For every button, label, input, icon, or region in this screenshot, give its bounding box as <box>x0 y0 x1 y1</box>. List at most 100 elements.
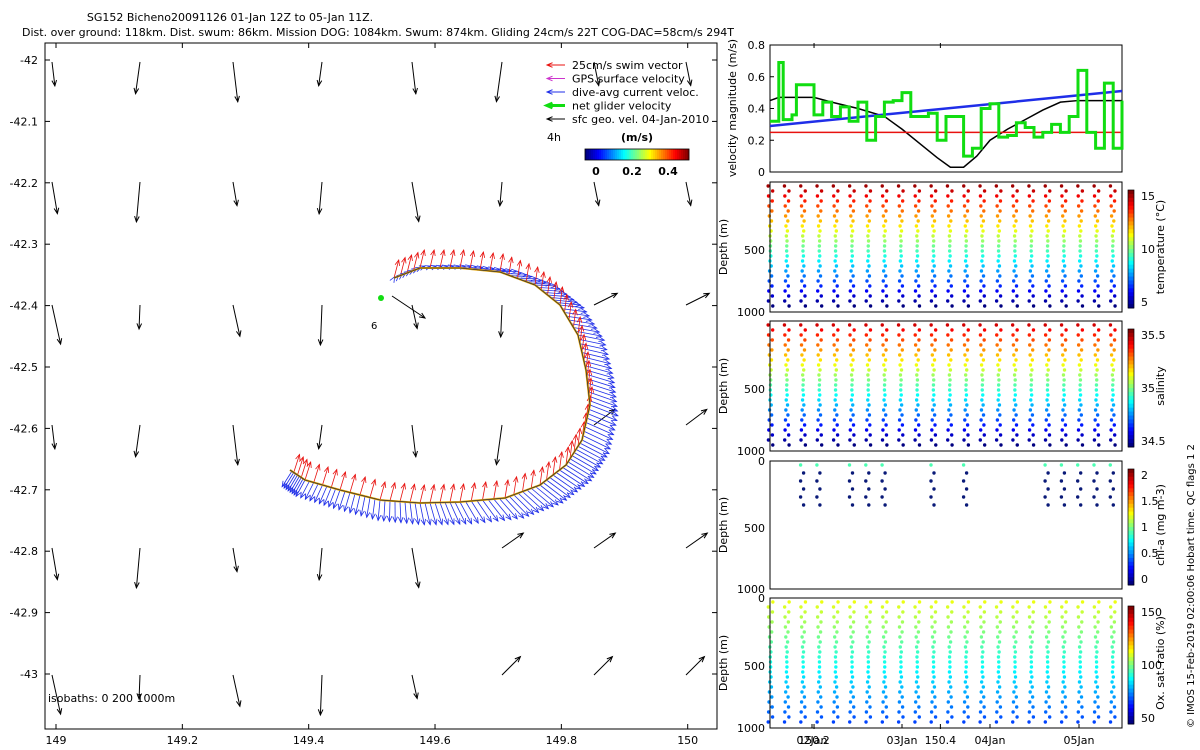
section-dot <box>1078 660 1082 664</box>
section-dot <box>1111 383 1115 387</box>
current-vector-arrow-head <box>300 491 306 499</box>
swim-vector-arrow-head <box>295 453 301 461</box>
section-dot <box>1062 403 1067 407</box>
section-dot <box>917 600 922 604</box>
section-dot <box>800 680 805 684</box>
section-dot <box>815 323 819 327</box>
section-dot <box>1013 388 1017 392</box>
section-dot <box>914 408 918 412</box>
section-dot <box>784 234 789 238</box>
section-dot <box>800 418 804 422</box>
section-dot <box>949 695 953 699</box>
section-dot <box>882 224 886 228</box>
section-dot <box>917 284 921 288</box>
geo-velocity-arrow-shaft <box>232 674 241 707</box>
geo-velocity-arrow-shaft <box>685 656 705 676</box>
geo-velocity-arrow-shaft <box>51 61 56 86</box>
section-dot <box>868 433 872 437</box>
section-dot <box>1044 615 1048 619</box>
section-dot <box>913 299 917 303</box>
current-vector-arrow-head <box>537 505 545 512</box>
swim-vector-arrow-head <box>489 251 495 259</box>
section-dot <box>1014 630 1018 634</box>
section-dot <box>980 239 985 243</box>
current-vector-arrow <box>589 404 619 417</box>
section-dot <box>1079 264 1083 268</box>
section-dot <box>965 274 969 278</box>
colorbar-cell <box>659 149 662 160</box>
current-vector-arrow-head <box>386 515 393 523</box>
section-dot <box>868 294 872 298</box>
section-dot <box>996 249 1001 253</box>
section-dot <box>766 323 770 327</box>
section-dot <box>833 269 837 273</box>
section-colorbar-cell <box>1128 700 1134 705</box>
section-dot <box>816 289 820 293</box>
map-panel: 149 149.2 149.4 149.6 149.8 150 150.2 150.4-42-… <box>10 42 956 747</box>
section-dot <box>802 620 807 624</box>
section-dot <box>981 640 985 644</box>
swim-vector-arrow-head <box>564 445 571 453</box>
section-dot <box>933 294 938 298</box>
current-vector-arrow <box>364 497 371 519</box>
section-dot <box>1060 700 1065 704</box>
swim-vector-arrow-head <box>400 482 406 490</box>
section-dot <box>949 209 953 213</box>
section-dot <box>980 234 984 238</box>
section-dot <box>815 438 820 442</box>
section-dot <box>832 353 837 357</box>
section-dot <box>1109 194 1113 198</box>
current-vector-arrow-head <box>585 316 593 322</box>
section-dot <box>769 685 774 689</box>
swim-vector-arrow-head <box>459 482 466 490</box>
geo-velocity-arrow <box>316 181 323 216</box>
section-dot <box>800 635 804 639</box>
section-dot <box>1044 204 1048 208</box>
current-vector-arrow-head <box>518 512 525 519</box>
section-dot <box>1077 635 1081 639</box>
section-dot <box>1097 443 1101 447</box>
section-dot <box>933 610 938 614</box>
section-dot <box>1079 675 1083 679</box>
section-dot <box>1109 690 1114 694</box>
swim-vector-arrow <box>540 270 546 291</box>
geo-velocity-arrow <box>316 424 323 451</box>
section-dot <box>1063 358 1067 362</box>
section-dot <box>1011 299 1015 303</box>
section-dot <box>864 710 869 714</box>
section-dot <box>1094 244 1099 248</box>
section-dot <box>1077 269 1081 273</box>
section-dot <box>783 194 787 198</box>
section-dot <box>865 204 869 208</box>
section-dot <box>1043 438 1048 442</box>
section-dot <box>1061 408 1065 412</box>
swim-vector-arrow <box>406 254 413 274</box>
section-dot <box>785 368 790 372</box>
current-vector-arrow-shaft <box>309 483 319 501</box>
current-vector-arrow <box>493 498 512 521</box>
section-dot <box>978 710 983 714</box>
section-dot <box>1044 700 1048 704</box>
section-dot <box>852 199 856 203</box>
swim-vector-arrow-shaft <box>449 249 455 269</box>
section-dot <box>831 720 836 724</box>
current-vector-arrow-shaft <box>383 500 386 522</box>
colorbar-cell <box>591 149 594 160</box>
section-dot <box>881 279 885 283</box>
section-dot <box>945 323 950 327</box>
section-colorbar-cell <box>1128 530 1134 536</box>
section-colorbar-cell <box>1128 708 1134 713</box>
section-dot <box>981 630 986 634</box>
section-dot <box>963 373 968 377</box>
section-dot <box>979 635 984 639</box>
current-vector-arrow-shaft <box>571 455 599 471</box>
geo-velocity-arrow <box>685 408 708 426</box>
section-dot <box>1043 720 1048 724</box>
swim-vector-arrow <box>580 333 587 353</box>
section-colorbar-cell <box>1128 665 1134 670</box>
geo-velocity-arrow-shaft <box>232 547 238 572</box>
section-dot <box>819 348 823 352</box>
legend-label: sfc geo. vel. 04-Jan-2010 <box>572 113 709 126</box>
time-axis: 02Jan 03Jan 04Jan 05Jan <box>797 724 1094 747</box>
section-dot <box>1096 695 1100 699</box>
